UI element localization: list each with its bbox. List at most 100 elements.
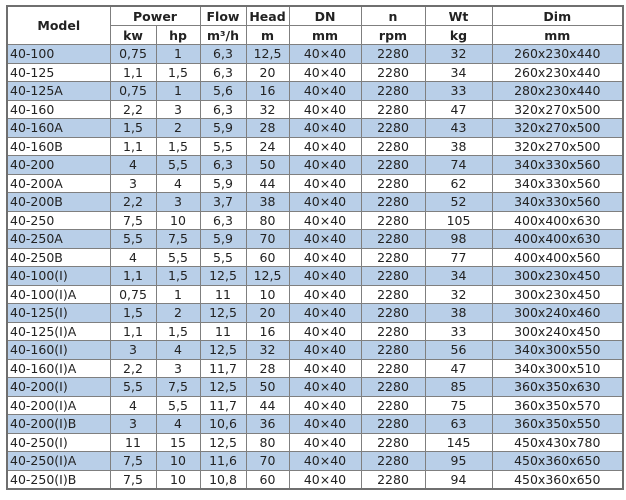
cell-flow: 10,8 <box>199 469 247 490</box>
table-row: 40-160A 1,5 2 5,9 28 40×40 2280 43 320x270x500 <box>6 118 624 138</box>
table-row: 40-200 4 5,5 6,3 50 40×40 2280 74 340x330x560 <box>6 155 624 175</box>
cell-hp: 2 <box>155 118 201 138</box>
cell-head: 12,5 <box>245 266 290 286</box>
cell-kw: 4 <box>109 395 157 415</box>
cell-model: 40-250(I)A <box>6 451 111 471</box>
header-head: Head <box>245 5 290 26</box>
table-row: 40-250A 5,5 7,5 5,9 70 40×40 2280 98 400x400x630 <box>6 229 624 249</box>
cell-head: 80 <box>245 432 290 452</box>
cell-dn: 40×40 <box>288 358 362 378</box>
cell-head: 60 <box>245 469 290 490</box>
cell-flow: 5,5 <box>199 136 247 156</box>
cell-rpm: 2280 <box>360 210 426 230</box>
cell-weight: 32 <box>424 284 493 304</box>
cell-kw: 1,5 <box>109 118 157 138</box>
cell-dim: 450x360x650 <box>491 451 624 471</box>
table-row: 40-160(I)A 2,2 3 11,7 28 40×40 2280 47 340x300x5… <box>6 358 624 378</box>
cell-dim: 340x330x560 <box>491 155 624 175</box>
cell-head: 16 <box>245 81 290 101</box>
cell-dn: 40×40 <box>288 451 362 471</box>
cell-kw: 2,2 <box>109 358 157 378</box>
cell-head: 38 <box>245 192 290 212</box>
cell-kw: 3 <box>109 340 157 360</box>
cell-kw: 2,2 <box>109 192 157 212</box>
cell-rpm: 2280 <box>360 414 426 434</box>
cell-dim: 300x230x450 <box>491 284 624 304</box>
cell-dim: 400x400x560 <box>491 247 624 267</box>
cell-rpm: 2280 <box>360 173 426 193</box>
cell-hp: 4 <box>155 173 201 193</box>
cell-dn: 40×40 <box>288 155 362 175</box>
cell-head: 44 <box>245 395 290 415</box>
cell-head: 70 <box>245 229 290 249</box>
cell-kw: 2,2 <box>109 99 157 119</box>
cell-rpm: 2280 <box>360 136 426 156</box>
cell-weight: 94 <box>424 469 493 490</box>
cell-model: 40-160(I)A <box>6 358 111 378</box>
cell-weight: 98 <box>424 229 493 249</box>
cell-hp: 1 <box>155 81 201 101</box>
cell-head: 36 <box>245 414 290 434</box>
table-row: 40-200B 2,2 3 3,7 38 40×40 2280 52 340x330x560 <box>6 192 624 212</box>
cell-dim: 360x350x630 <box>491 377 624 397</box>
unit-hp: hp <box>155 25 201 45</box>
cell-dim: 320x270x500 <box>491 99 624 119</box>
cell-flow: 12,5 <box>199 266 247 286</box>
cell-flow: 6,3 <box>199 62 247 82</box>
cell-weight: 63 <box>424 414 493 434</box>
cell-kw: 0,75 <box>109 284 157 304</box>
cell-flow: 11,6 <box>199 451 247 471</box>
cell-dim: 300x230x450 <box>491 266 624 286</box>
cell-dn: 40×40 <box>288 266 362 286</box>
cell-model: 40-200(I)A <box>6 395 111 415</box>
cell-model: 40-160(I) <box>6 340 111 360</box>
cell-hp: 4 <box>155 414 201 434</box>
header-model: Model <box>6 5 111 45</box>
unit-kw: kw <box>109 25 157 45</box>
cell-flow: 3,7 <box>199 192 247 212</box>
cell-dim: 340x330x560 <box>491 173 624 193</box>
cell-hp: 7,5 <box>155 377 201 397</box>
cell-rpm: 2280 <box>360 284 426 304</box>
table-row: 40-250(I) 11 15 12,5 80 40×40 2280 145 450x430x7… <box>6 432 624 452</box>
cell-model: 40-125(I)A <box>6 321 111 341</box>
cell-model: 40-125 <box>6 62 111 82</box>
cell-hp: 5,5 <box>155 247 201 267</box>
cell-weight: 77 <box>424 247 493 267</box>
cell-dn: 40×40 <box>288 210 362 230</box>
cell-flow: 5,9 <box>199 118 247 138</box>
cell-rpm: 2280 <box>360 229 426 249</box>
cell-dim: 260x230x440 <box>491 62 624 82</box>
cell-dim: 360x350x570 <box>491 395 624 415</box>
cell-model: 40-250(I)B <box>6 469 111 490</box>
cell-dim: 450x430x780 <box>491 432 624 452</box>
unit-kg: kg <box>424 25 493 45</box>
cell-rpm: 2280 <box>360 247 426 267</box>
cell-model: 40-160B <box>6 136 111 156</box>
unit-head: m <box>245 25 290 45</box>
cell-weight: 74 <box>424 155 493 175</box>
cell-kw: 1,1 <box>109 62 157 82</box>
cell-kw: 4 <box>109 247 157 267</box>
cell-hp: 15 <box>155 432 201 452</box>
unit-flow: m³/h <box>199 25 247 45</box>
cell-hp: 5,5 <box>155 155 201 175</box>
cell-dn: 40×40 <box>288 136 362 156</box>
cell-flow: 11 <box>199 284 247 304</box>
cell-dn: 40×40 <box>288 321 362 341</box>
cell-weight: 62 <box>424 173 493 193</box>
cell-model: 40-200(I) <box>6 377 111 397</box>
cell-dim: 300x240x460 <box>491 303 624 323</box>
cell-kw: 11 <box>109 432 157 452</box>
cell-head: 60 <box>245 247 290 267</box>
cell-rpm: 2280 <box>360 469 426 490</box>
cell-dim: 340x300x510 <box>491 358 624 378</box>
cell-rpm: 2280 <box>360 340 426 360</box>
cell-weight: 75 <box>424 395 493 415</box>
cell-rpm: 2280 <box>360 155 426 175</box>
cell-head: 20 <box>245 62 290 82</box>
cell-rpm: 2280 <box>360 432 426 452</box>
cell-flow: 5,9 <box>199 173 247 193</box>
cell-weight: 33 <box>424 321 493 341</box>
cell-dn: 40×40 <box>288 414 362 434</box>
